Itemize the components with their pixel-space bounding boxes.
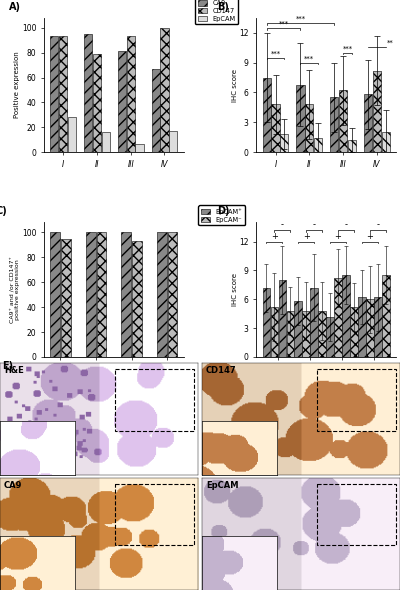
Bar [348, 140, 356, 152]
Bar [59, 37, 67, 152]
Bar [263, 77, 271, 152]
Text: +: + [303, 232, 310, 241]
Bar [115, 369, 194, 431]
Legend: EpCAM⁺, EpCAM⁻: EpCAM⁺, EpCAM⁻ [198, 205, 245, 225]
Bar [50, 232, 60, 357]
Text: C): C) [0, 206, 7, 216]
Bar [302, 311, 310, 357]
Bar [317, 369, 396, 431]
Bar [68, 117, 76, 152]
Bar [122, 232, 131, 357]
Bar [314, 139, 322, 152]
Bar [326, 317, 334, 357]
Bar [61, 238, 71, 357]
Text: +: + [271, 232, 278, 241]
Bar [157, 232, 167, 357]
Y-axis label: CA9⁺ and /or CD147⁺
positive expression: CA9⁺ and /or CD147⁺ positive expression [10, 256, 20, 323]
Bar [132, 241, 142, 357]
Bar [263, 288, 270, 357]
Bar [50, 37, 58, 152]
Bar [84, 34, 92, 152]
Bar [286, 311, 294, 357]
Bar [278, 280, 286, 357]
Bar [115, 484, 194, 546]
Text: A): A) [9, 2, 21, 12]
Text: ***: *** [296, 16, 306, 22]
Text: -: - [313, 221, 316, 230]
Bar [339, 90, 347, 152]
Bar [373, 71, 381, 152]
Text: ***: *** [270, 51, 280, 57]
Bar [310, 288, 318, 357]
Bar [96, 232, 106, 357]
Bar [366, 299, 374, 357]
Bar [334, 278, 342, 357]
Text: EpCAM: EpCAM [206, 481, 238, 490]
Text: ***: *** [278, 21, 289, 27]
Text: -: - [344, 221, 348, 230]
Bar [127, 37, 135, 152]
Bar [358, 297, 366, 357]
Bar [296, 84, 304, 152]
Bar [294, 301, 302, 357]
Text: +: + [366, 232, 373, 241]
Text: -: - [281, 221, 284, 230]
Bar [350, 307, 358, 357]
Bar [330, 97, 338, 152]
Y-axis label: IHC score: IHC score [232, 68, 238, 101]
Text: **: ** [387, 40, 394, 45]
Bar [382, 132, 390, 152]
Y-axis label: Positive expression: Positive expression [14, 52, 20, 119]
Bar [382, 275, 390, 357]
Bar [342, 275, 350, 357]
Y-axis label: IHC score: IHC score [232, 273, 238, 306]
Bar [118, 51, 126, 152]
Bar [169, 131, 177, 152]
Bar [160, 28, 168, 152]
Text: CD147: CD147 [206, 366, 236, 375]
Text: CA9: CA9 [4, 481, 22, 490]
Text: +: + [335, 232, 342, 241]
Bar [136, 143, 144, 152]
Bar [305, 104, 313, 152]
Text: ***: *** [342, 46, 352, 52]
Text: D): D) [217, 206, 230, 216]
Text: -: - [376, 221, 379, 230]
Text: E): E) [2, 361, 13, 371]
Bar [364, 94, 372, 152]
Legend: CA9, CD147, EpCAM: CA9, CD147, EpCAM [195, 0, 238, 24]
Bar [93, 54, 101, 152]
Bar [318, 311, 326, 357]
Bar [374, 297, 382, 357]
Bar [168, 232, 177, 357]
Bar [272, 104, 280, 152]
Bar [86, 232, 96, 357]
Text: H&E: H&E [4, 366, 24, 375]
Bar [152, 69, 160, 152]
Bar [280, 135, 288, 152]
Bar [271, 307, 278, 357]
Bar [102, 132, 110, 152]
Text: ***: *** [304, 56, 314, 62]
Bar [317, 484, 396, 546]
Text: B): B) [217, 2, 229, 12]
